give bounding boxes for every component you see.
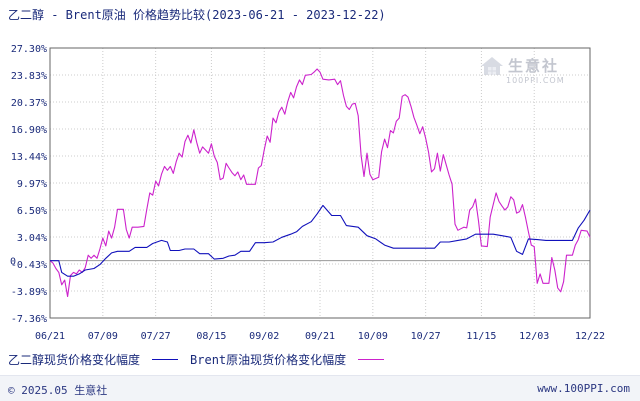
- y-tick-label: -7.36%: [11, 314, 47, 325]
- footer-copyright: © 2025.05 生意社: [8, 384, 108, 397]
- zero-label: 0: [10, 257, 16, 268]
- y-tick-label: -0.43%: [11, 260, 47, 271]
- y-tick-label: 6.50%: [17, 206, 47, 217]
- legend-swatch-series2: [358, 359, 385, 360]
- y-tick-label: 13.44%: [11, 152, 47, 163]
- plot-frame: [49, 47, 591, 319]
- line-chart: 27.30% 23.83% 20.37% 16.90% 13.44% 9.97% 6.50%…: [10, 44, 605, 342]
- y-tick-label: 20.37%: [11, 98, 47, 109]
- x-tick-label: 08/15: [196, 331, 226, 342]
- x-tick-label: 10/27: [411, 331, 441, 342]
- chart-title: 乙二醇 - Brent原油 价格趋势比较(2023-06-21 - 2023-1…: [8, 8, 386, 22]
- watermark-brand: 生意社: [508, 57, 560, 75]
- series-line-brent-crude: [49, 68, 591, 298]
- y-tick-label: 27.30%: [11, 44, 47, 55]
- footer-site-link[interactable]: www.100PPI.com: [537, 382, 630, 395]
- x-tick-label: 09/02: [249, 331, 279, 342]
- watermark-url: 100PPI.COM: [506, 76, 565, 85]
- legend: 乙二醇现货价格变化幅度 Brent原油现货价格变化幅度: [8, 351, 388, 368]
- y-tick-label: -3.89%: [11, 287, 47, 298]
- x-tick-label: 07/27: [141, 331, 171, 342]
- series-line-ethylene-glycol: [50, 204, 591, 277]
- x-tick-label: 07/09: [88, 331, 118, 342]
- legend-label-series2: Brent原油现货价格变化幅度: [190, 353, 347, 367]
- x-tick-label: 09/21: [305, 331, 335, 342]
- y-tick-label: 3.04%: [17, 233, 47, 244]
- legend-swatch-series1: [152, 359, 179, 360]
- y-tick-label: 23.83%: [11, 71, 47, 82]
- x-tick-label: 10/09: [358, 331, 388, 342]
- x-tick-label: 12/03: [519, 331, 549, 342]
- x-tick-label: 12/22: [575, 331, 605, 342]
- y-tick-label: 9.97%: [17, 179, 47, 190]
- watermark: 生意社 100PPI.COM: [480, 55, 564, 85]
- house-logo-icon: [481, 56, 503, 75]
- x-tick-label: 11/15: [466, 331, 496, 342]
- footer-bar: © 2025.05 生意社 www.100PPI.com: [0, 375, 640, 401]
- x-tick-label: 06/21: [35, 331, 65, 342]
- legend-label-series1: 乙二醇现货价格变化幅度: [8, 353, 141, 367]
- y-tick-label: 16.90%: [11, 125, 47, 136]
